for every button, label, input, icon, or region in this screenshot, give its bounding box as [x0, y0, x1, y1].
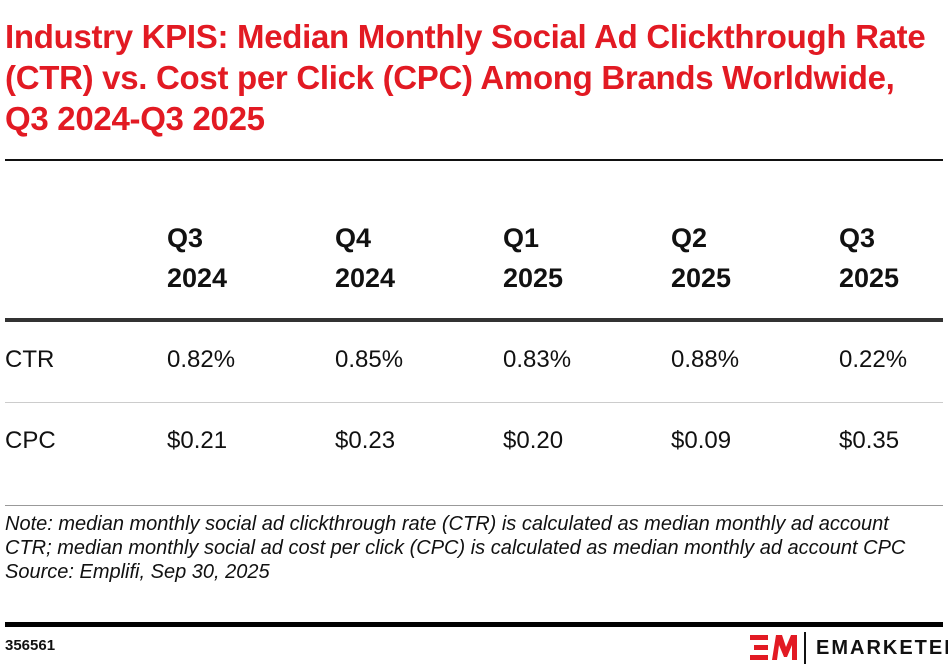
column-header-line: 2025 — [839, 263, 900, 293]
column-header-line: Q4 — [335, 223, 372, 253]
emarketer-logo: EMARKETER — [750, 632, 948, 664]
column-header-line: Q1 — [503, 223, 540, 253]
title-divider — [5, 159, 943, 161]
table-cell: 0.82% — [167, 346, 236, 373]
row-label: CTR — [5, 346, 55, 373]
table-bottom-divider — [5, 505, 943, 506]
column-header: Q3 2025 — [839, 218, 899, 298]
column-header-line: 2024 — [167, 263, 228, 293]
header-divider — [5, 318, 943, 322]
brand-name: EMARKETER — [816, 636, 948, 659]
column-header: Q3 2024 — [167, 218, 227, 298]
table-cell: 0.85% — [335, 346, 404, 373]
chart-id: 356561 — [5, 637, 56, 654]
em-logo-icon — [750, 635, 797, 660]
row-divider — [5, 402, 943, 403]
column-header-line: Q3 — [167, 223, 204, 253]
source-text: Source: Emplifi, Sep 30, 2025 — [5, 561, 270, 583]
table-cell: 0.22% — [839, 346, 908, 373]
table-cell: $0.23 — [335, 427, 396, 454]
column-header: Q4 2024 — [335, 218, 395, 298]
table-cell: $0.21 — [167, 427, 228, 454]
column-header: Q2 2025 — [671, 218, 731, 298]
column-header: Q1 2025 — [503, 218, 563, 298]
table-cell: 0.88% — [671, 346, 740, 373]
column-header-line: 2025 — [671, 263, 732, 293]
table-cell: 0.83% — [503, 346, 572, 373]
column-header-line: 2024 — [335, 263, 396, 293]
note-text: Note: median monthly social ad clickthro… — [5, 513, 906, 559]
column-header-line: Q2 — [671, 223, 708, 253]
row-label: CPC — [5, 427, 56, 454]
footer-divider — [5, 622, 943, 627]
note-block: Note: median monthly social ad clickthro… — [5, 512, 940, 584]
chart-title: Industry KPIS: Median Monthly Social Ad … — [5, 18, 926, 137]
table-cell: $0.20 — [503, 427, 564, 454]
column-header-line: Q3 — [839, 223, 876, 253]
column-header-line: 2025 — [503, 263, 564, 293]
table-cell: $0.09 — [671, 427, 732, 454]
table-cell: $0.35 — [839, 427, 900, 454]
